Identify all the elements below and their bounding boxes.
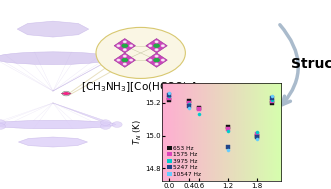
Circle shape xyxy=(155,55,158,57)
Circle shape xyxy=(130,45,132,46)
Text: Structure: Structure xyxy=(291,57,331,71)
Point xyxy=(167,96,172,99)
Polygon shape xyxy=(0,52,113,65)
Point xyxy=(269,100,274,103)
Point xyxy=(269,96,274,99)
Polygon shape xyxy=(146,53,167,67)
Circle shape xyxy=(154,44,159,47)
Point xyxy=(225,128,230,131)
Polygon shape xyxy=(114,53,135,67)
Point xyxy=(186,106,192,109)
Circle shape xyxy=(155,49,158,50)
Polygon shape xyxy=(146,39,167,53)
Polygon shape xyxy=(17,21,89,37)
Point xyxy=(225,146,230,149)
Point xyxy=(255,132,260,136)
Circle shape xyxy=(155,63,158,65)
Circle shape xyxy=(122,59,127,62)
Polygon shape xyxy=(61,92,71,95)
Circle shape xyxy=(0,120,5,125)
Polygon shape xyxy=(114,39,135,53)
Circle shape xyxy=(123,55,126,57)
Circle shape xyxy=(117,45,120,46)
Point xyxy=(196,108,201,111)
Circle shape xyxy=(149,59,152,61)
Circle shape xyxy=(122,44,127,47)
Point xyxy=(167,91,172,94)
Text: $[\mathrm{CH_3NH_3}][\mathrm{Co(HCOO)_3}]$: $[\mathrm{CH_3NH_3}][\mathrm{Co(HCOO)_3}… xyxy=(81,80,197,94)
Point xyxy=(255,136,260,139)
Point xyxy=(255,134,260,137)
Point xyxy=(255,137,260,140)
Circle shape xyxy=(101,124,111,129)
Point xyxy=(167,93,172,96)
Circle shape xyxy=(117,59,120,61)
Y-axis label: $T_N$ (K): $T_N$ (K) xyxy=(131,119,144,145)
Circle shape xyxy=(154,59,159,62)
Point xyxy=(167,98,172,101)
Circle shape xyxy=(123,63,126,65)
Legend: 653 Hz, 1575 Hz, 3975 Hz, 5247 Hz, 10547 Hz: 653 Hz, 1575 Hz, 3975 Hz, 5247 Hz, 10547… xyxy=(166,145,202,177)
Circle shape xyxy=(149,45,152,46)
Circle shape xyxy=(130,59,132,61)
Polygon shape xyxy=(18,137,87,147)
Circle shape xyxy=(112,122,122,127)
Circle shape xyxy=(162,45,164,46)
Point xyxy=(186,105,192,108)
Point xyxy=(196,113,201,116)
Point xyxy=(269,101,274,104)
Circle shape xyxy=(155,41,158,43)
Point xyxy=(186,103,192,106)
Point xyxy=(255,131,260,134)
Circle shape xyxy=(162,59,164,61)
Point xyxy=(186,100,192,103)
Point xyxy=(167,95,172,98)
Circle shape xyxy=(0,124,5,129)
Circle shape xyxy=(96,27,185,78)
Polygon shape xyxy=(0,120,116,129)
Point xyxy=(186,101,192,104)
Point xyxy=(225,129,230,132)
Circle shape xyxy=(123,41,126,43)
Circle shape xyxy=(101,120,111,125)
Point xyxy=(225,126,230,129)
Point xyxy=(269,95,274,98)
Circle shape xyxy=(123,49,126,50)
Polygon shape xyxy=(0,103,116,129)
Point xyxy=(225,149,230,152)
Polygon shape xyxy=(0,52,113,91)
Point xyxy=(196,106,201,109)
Point xyxy=(269,98,274,101)
